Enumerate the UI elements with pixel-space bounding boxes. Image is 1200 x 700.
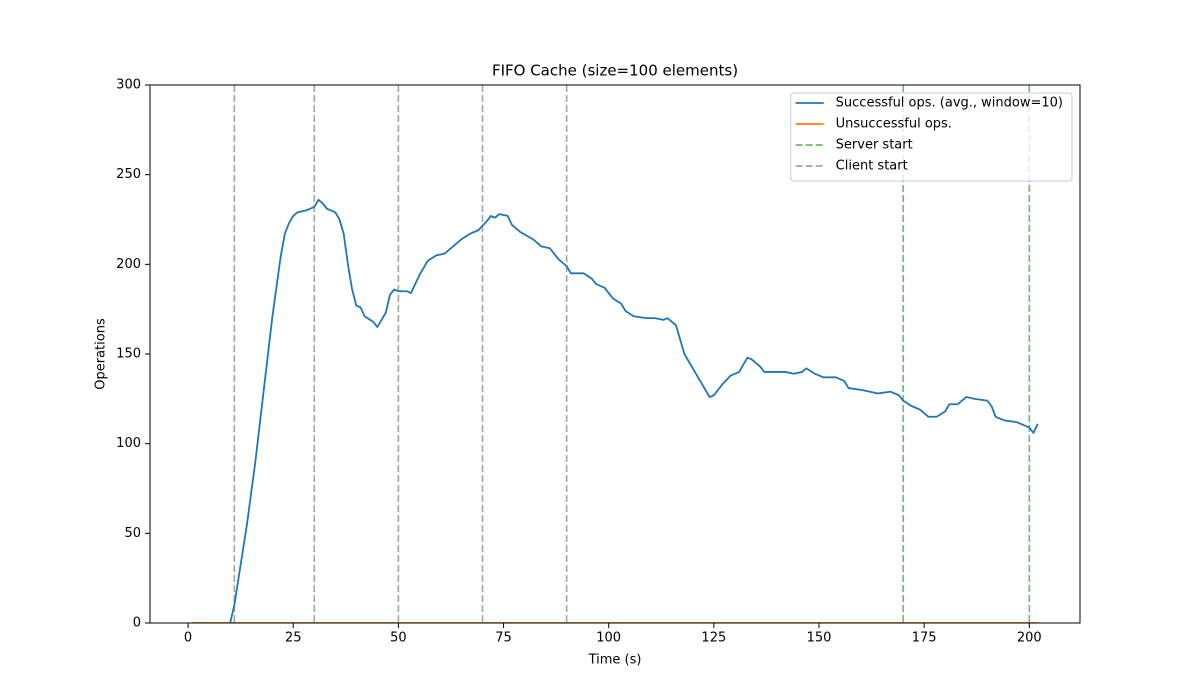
x-tick-label: 25	[285, 631, 302, 646]
y-axis-label: Operations	[94, 318, 109, 390]
y-tick-label: 150	[116, 347, 141, 362]
legend-box	[790, 92, 1073, 182]
data-line	[229, 198, 1039, 623]
y-tick-label: 100	[116, 436, 141, 451]
x-tick-label: 50	[390, 631, 407, 646]
plot-frame	[149, 84, 1081, 624]
x-tick-label: 100	[596, 631, 621, 646]
legend-label: Successful ops. (avg., window=10)	[836, 96, 1063, 111]
y-tick-label: 200	[116, 257, 141, 272]
y-tick-label: 250	[116, 167, 141, 182]
x-tick-label: 0	[184, 631, 192, 646]
x-axis-label: Time (s)	[588, 653, 642, 668]
x-tick-label: 75	[495, 631, 512, 646]
legend-label: Server start	[836, 138, 913, 153]
legend-label: Client start	[836, 159, 908, 174]
x-tick-label: 200	[1017, 631, 1042, 646]
y-tick-label: 50	[124, 526, 141, 541]
x-tick-label: 175	[912, 631, 937, 646]
legend-label: Unsuccessful ops.	[836, 117, 952, 132]
x-tick-label: 125	[701, 631, 726, 646]
y-tick-label: 0	[133, 616, 141, 631]
y-tick-label: 300	[116, 78, 141, 93]
legend: Successful ops. (avg., window=10) Unsucce…	[790, 92, 1073, 182]
x-tick-label: 150	[807, 631, 832, 646]
chart-title: FIFO Cache (size=100 elements)	[492, 62, 738, 80]
